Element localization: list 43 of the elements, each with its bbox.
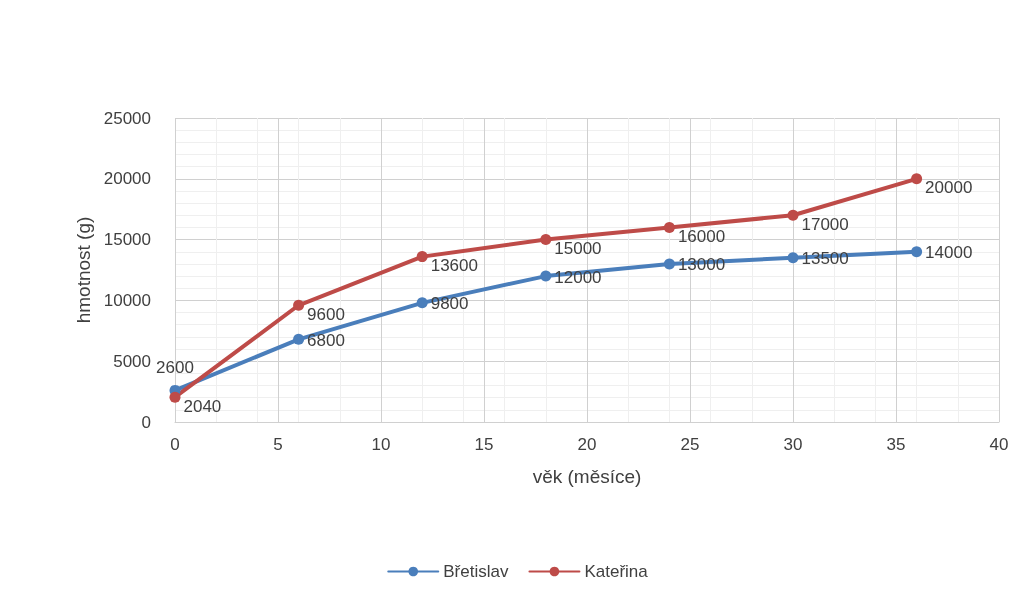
point: [169, 391, 181, 403]
y-tick-label: 0: [141, 412, 151, 432]
y-tick-label: 15000: [103, 230, 151, 250]
point: [293, 333, 305, 345]
y-tick-label: 10000: [103, 290, 151, 310]
point: [416, 251, 428, 263]
point: [663, 258, 675, 270]
point: [663, 221, 675, 233]
x-axis-title: věk (měsíce): [532, 466, 642, 487]
data-label: 14000: [925, 243, 973, 263]
y-tick-label: 25000: [103, 108, 151, 128]
legend-label: Břetislav: [443, 562, 509, 581]
x-tick-label: 10: [371, 435, 391, 454]
data-label: 16000: [677, 226, 726, 246]
data-label: 17000: [801, 214, 849, 234]
data-label: 20000: [925, 178, 973, 198]
x-tick-label: 40: [989, 435, 1009, 454]
point: [911, 246, 923, 258]
x-tick-label: 0: [170, 435, 180, 454]
x-tick-label: 25: [680, 435, 700, 454]
point: [540, 234, 552, 246]
x-tick-label: 30: [783, 435, 803, 454]
data-label: 2600: [156, 357, 194, 377]
x-tick-label: 20: [577, 435, 597, 454]
x-tick-label: 5: [273, 435, 283, 454]
data-label: 6800: [307, 330, 345, 350]
data-label: 9800: [430, 294, 469, 314]
point: [911, 173, 923, 185]
point: [787, 209, 799, 221]
point: [416, 297, 428, 309]
data-label: 13600: [430, 256, 478, 276]
y-axis-title: hmotnost (g): [72, 216, 94, 324]
point: [787, 252, 799, 264]
x-tick-label: 35: [886, 435, 906, 454]
data-label: 15000: [554, 239, 602, 259]
data-label: 2040: [183, 396, 222, 416]
data-label: 9600: [307, 304, 345, 324]
x-tick-label: 15: [474, 435, 494, 454]
y-tick-label: 5000: [113, 351, 151, 371]
y-tick-label: 20000: [103, 169, 151, 189]
point: [540, 270, 552, 282]
legend-label: Kateřina: [584, 562, 649, 581]
point: [293, 299, 305, 311]
